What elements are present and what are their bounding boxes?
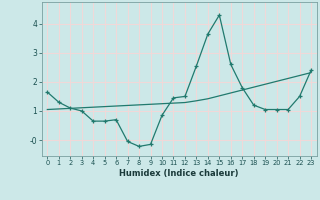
X-axis label: Humidex (Indice chaleur): Humidex (Indice chaleur) — [119, 169, 239, 178]
